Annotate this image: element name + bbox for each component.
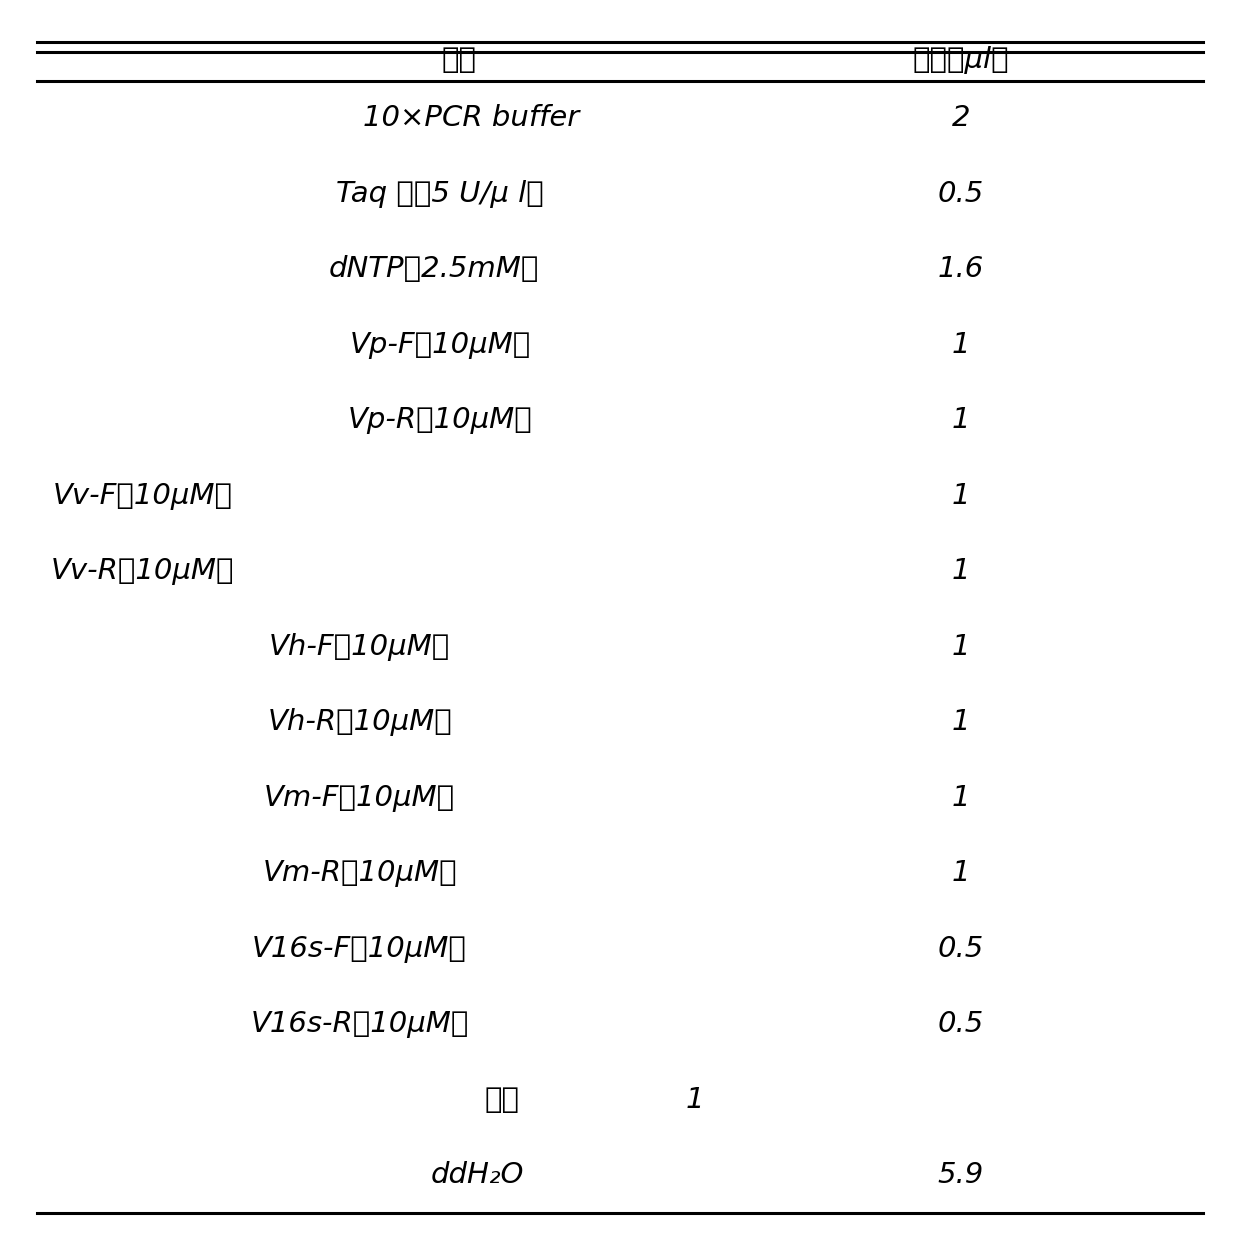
Text: Vh-R（10μM）: Vh-R（10μM） xyxy=(268,708,451,737)
Text: 0.5: 0.5 xyxy=(937,180,985,208)
Text: Vp-F（10μM）: Vp-F（10μM） xyxy=(350,331,531,358)
Text: 5.9: 5.9 xyxy=(937,1161,985,1189)
Text: 成分: 成分 xyxy=(441,46,476,73)
Text: Vp-R（10μM）: Vp-R（10μM） xyxy=(348,407,532,434)
Text: 1: 1 xyxy=(686,1085,703,1114)
Text: 1: 1 xyxy=(952,708,970,737)
Text: 用量（μl）: 用量（μl） xyxy=(913,46,1009,73)
Text: Taq 酶（5 U/μ l）: Taq 酶（5 U/μ l） xyxy=(336,180,544,208)
Text: Vm-F（10μM）: Vm-F（10μM） xyxy=(264,784,455,812)
Text: Vv-R（10μM）: Vv-R（10μM） xyxy=(51,557,234,585)
Text: 1: 1 xyxy=(952,859,970,887)
Text: 0.5: 0.5 xyxy=(937,1011,985,1038)
Text: 1.6: 1.6 xyxy=(937,255,985,283)
Text: 1: 1 xyxy=(952,557,970,585)
Text: 模板: 模板 xyxy=(485,1085,520,1114)
Text: V16s-R（10μM）: V16s-R（10μM） xyxy=(250,1011,469,1038)
Text: 1: 1 xyxy=(952,632,970,661)
Text: ddH₂O: ddH₂O xyxy=(430,1161,525,1189)
Text: 1: 1 xyxy=(952,481,970,510)
Text: Vv-F（10μM）: Vv-F（10μM） xyxy=(52,481,233,510)
Text: 10×PCR buffer: 10×PCR buffer xyxy=(363,104,579,133)
Text: Vm-R（10μM）: Vm-R（10μM） xyxy=(263,859,456,887)
Text: Vh-F（10μM）: Vh-F（10μM） xyxy=(269,632,450,661)
Text: 1: 1 xyxy=(952,407,970,434)
Text: 2: 2 xyxy=(952,104,970,133)
Text: 1: 1 xyxy=(952,331,970,358)
Text: 0.5: 0.5 xyxy=(937,935,985,962)
Text: V16s-F（10μM）: V16s-F（10μM） xyxy=(252,935,467,962)
Text: 1: 1 xyxy=(952,784,970,812)
Text: dNTP（2.5mM）: dNTP（2.5mM） xyxy=(329,255,539,283)
